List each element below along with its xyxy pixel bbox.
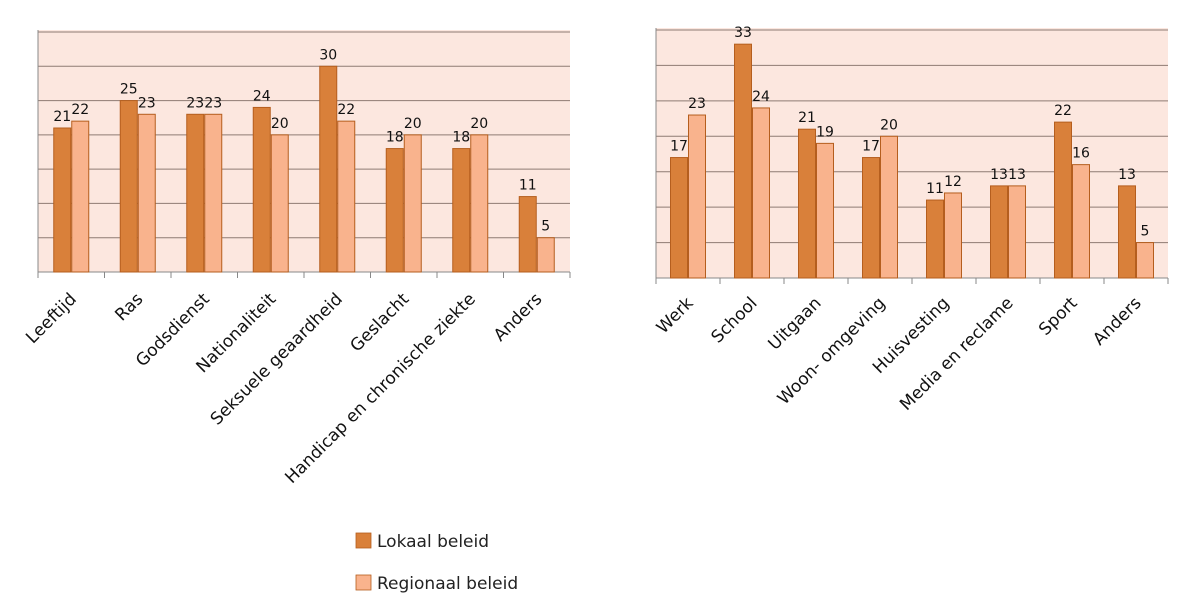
data-label-right-lokaal-3: 21 — [798, 110, 816, 126]
legend-swatch-regionaal — [355, 574, 372, 591]
bar-left-lokaal-7 — [452, 148, 471, 273]
data-label-left-regionaal-7: 20 — [470, 116, 488, 132]
bar-right-regionaal-7 — [1072, 164, 1090, 279]
bar-left-lokaal-5 — [319, 65, 338, 273]
category-label-left-2: Ras — [111, 289, 147, 325]
data-label-right-lokaal-2: 33 — [734, 25, 752, 41]
bar-right-lokaal-7 — [1054, 121, 1072, 279]
category-label-left-6: Geslacht — [347, 289, 414, 356]
category-label-right-6: Media en reclame — [896, 293, 1017, 414]
data-label-right-lokaal-8: 13 — [1118, 167, 1136, 183]
data-label-right-lokaal-1: 17 — [670, 139, 688, 155]
bar-left-regionaal-7 — [470, 134, 489, 273]
data-label-left-regionaal-1: 22 — [71, 102, 89, 118]
data-label-left-lokaal-7: 18 — [452, 130, 470, 146]
data-label-left-regionaal-3: 23 — [204, 95, 222, 111]
bar-left-regionaal-8 — [536, 237, 555, 273]
data-label-right-regionaal-6: 13 — [1008, 167, 1026, 183]
data-label-left-regionaal-8: 5 — [541, 219, 550, 235]
bar-right-lokaal-8 — [1118, 185, 1136, 279]
bar-right-regionaal-4 — [880, 135, 898, 279]
category-label-left-5: Seksuele geaardheid — [207, 289, 347, 429]
category-label-right-8: Anders — [1089, 293, 1145, 349]
bar-left-regionaal-1 — [71, 120, 90, 273]
data-label-right-lokaal-4: 17 — [862, 139, 880, 155]
bar-left-lokaal-4 — [252, 106, 271, 273]
bar-left-regionaal-5 — [337, 120, 356, 273]
category-label-right-3: Uitgaan — [765, 293, 826, 354]
bar-right-regionaal-6 — [1008, 185, 1026, 279]
data-label-left-regionaal-4: 20 — [271, 116, 289, 132]
category-label-left-1: Leeftijd — [22, 289, 80, 347]
bar-left-regionaal-2 — [137, 113, 156, 273]
category-label-right-7: Sport — [1035, 293, 1082, 340]
category-label-right-4: Woon- omgeving — [774, 293, 890, 409]
bar-left-regionaal-4 — [270, 134, 289, 273]
data-label-left-regionaal-6: 20 — [404, 116, 422, 132]
data-label-right-regionaal-1: 23 — [688, 96, 706, 112]
data-label-right-lokaal-7: 22 — [1054, 103, 1072, 119]
bar-right-regionaal-1 — [688, 114, 706, 279]
legend-label-lokaal: Lokaal beleid — [377, 532, 489, 552]
bar-left-lokaal-8 — [518, 196, 537, 273]
bar-right-lokaal-4 — [862, 157, 880, 279]
legend-swatch-lokaal — [355, 532, 372, 549]
data-label-left-lokaal-3: 23 — [186, 95, 204, 111]
bar-right-lokaal-3 — [798, 128, 816, 279]
bar-right-lokaal-1 — [670, 157, 688, 279]
data-label-right-lokaal-5: 11 — [926, 181, 944, 197]
bar-right-regionaal-2 — [752, 107, 770, 279]
data-label-right-regionaal-2: 24 — [752, 89, 770, 105]
bar-right-lokaal-5 — [926, 199, 944, 279]
data-label-right-regionaal-3: 19 — [816, 124, 834, 140]
data-label-right-regionaal-5: 12 — [944, 174, 962, 190]
bar-right-regionaal-5 — [944, 192, 962, 279]
bar-left-lokaal-1 — [53, 127, 72, 273]
category-label-left-8: Anders — [490, 289, 546, 345]
bar-right-lokaal-2 — [734, 43, 752, 279]
category-label-right-1: Werk — [653, 293, 698, 338]
data-label-right-regionaal-7: 16 — [1072, 146, 1090, 162]
bar-right-regionaal-3 — [816, 142, 834, 279]
data-label-right-regionaal-8: 5 — [1141, 224, 1150, 240]
data-label-left-regionaal-5: 22 — [337, 102, 355, 118]
legend-label-regionaal: Regionaal beleid — [377, 574, 518, 594]
data-label-right-regionaal-4: 20 — [880, 117, 898, 133]
data-label-left-lokaal-4: 24 — [253, 88, 271, 104]
category-label-right-2: School — [707, 293, 761, 347]
data-label-left-lokaal-2: 25 — [120, 82, 138, 98]
bar-left-regionaal-6 — [403, 134, 422, 273]
bar-left-lokaal-3 — [186, 113, 205, 273]
bar-left-lokaal-6 — [385, 148, 404, 273]
bar-left-lokaal-2 — [119, 100, 138, 273]
data-label-right-lokaal-6: 13 — [990, 167, 1008, 183]
legend: Lokaal beleid Regionaal beleid — [355, 532, 518, 594]
data-label-left-lokaal-5: 30 — [319, 47, 337, 63]
data-label-left-lokaal-6: 18 — [386, 130, 404, 146]
bar-right-regionaal-8 — [1136, 242, 1154, 279]
data-label-left-lokaal-8: 11 — [519, 178, 537, 194]
bar-left-regionaal-3 — [204, 113, 223, 273]
data-label-left-regionaal-2: 23 — [138, 95, 156, 111]
bar-right-lokaal-6 — [990, 185, 1008, 279]
data-label-left-lokaal-1: 21 — [53, 109, 71, 125]
